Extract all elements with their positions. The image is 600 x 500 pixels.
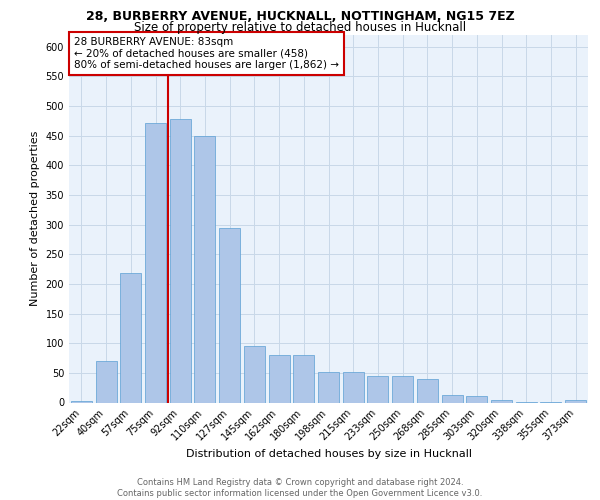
Bar <box>367 376 388 402</box>
Text: 28 BURBERRY AVENUE: 83sqm
← 20% of detached houses are smaller (458)
80% of semi: 28 BURBERRY AVENUE: 83sqm ← 20% of detac… <box>74 37 339 70</box>
Bar <box>343 372 364 402</box>
Bar <box>442 396 463 402</box>
Bar <box>244 346 265 403</box>
Bar <box>95 361 116 403</box>
Text: Size of property relative to detached houses in Hucknall: Size of property relative to detached ho… <box>134 22 466 35</box>
X-axis label: Distribution of detached houses by size in Hucknall: Distribution of detached houses by size … <box>185 449 472 459</box>
Bar <box>170 119 191 403</box>
Bar <box>269 355 290 403</box>
Y-axis label: Number of detached properties: Number of detached properties <box>30 131 40 306</box>
Text: Contains HM Land Registry data © Crown copyright and database right 2024.
Contai: Contains HM Land Registry data © Crown c… <box>118 478 482 498</box>
Bar <box>145 122 166 402</box>
Bar <box>120 274 141 402</box>
Bar <box>417 379 438 402</box>
Bar <box>194 136 215 402</box>
Bar <box>466 396 487 402</box>
Bar <box>565 400 586 402</box>
Bar <box>318 372 339 402</box>
Bar <box>293 355 314 403</box>
Bar <box>392 376 413 402</box>
Bar <box>491 400 512 402</box>
Bar <box>219 228 240 402</box>
Text: 28, BURBERRY AVENUE, HUCKNALL, NOTTINGHAM, NG15 7EZ: 28, BURBERRY AVENUE, HUCKNALL, NOTTINGHA… <box>86 10 514 23</box>
